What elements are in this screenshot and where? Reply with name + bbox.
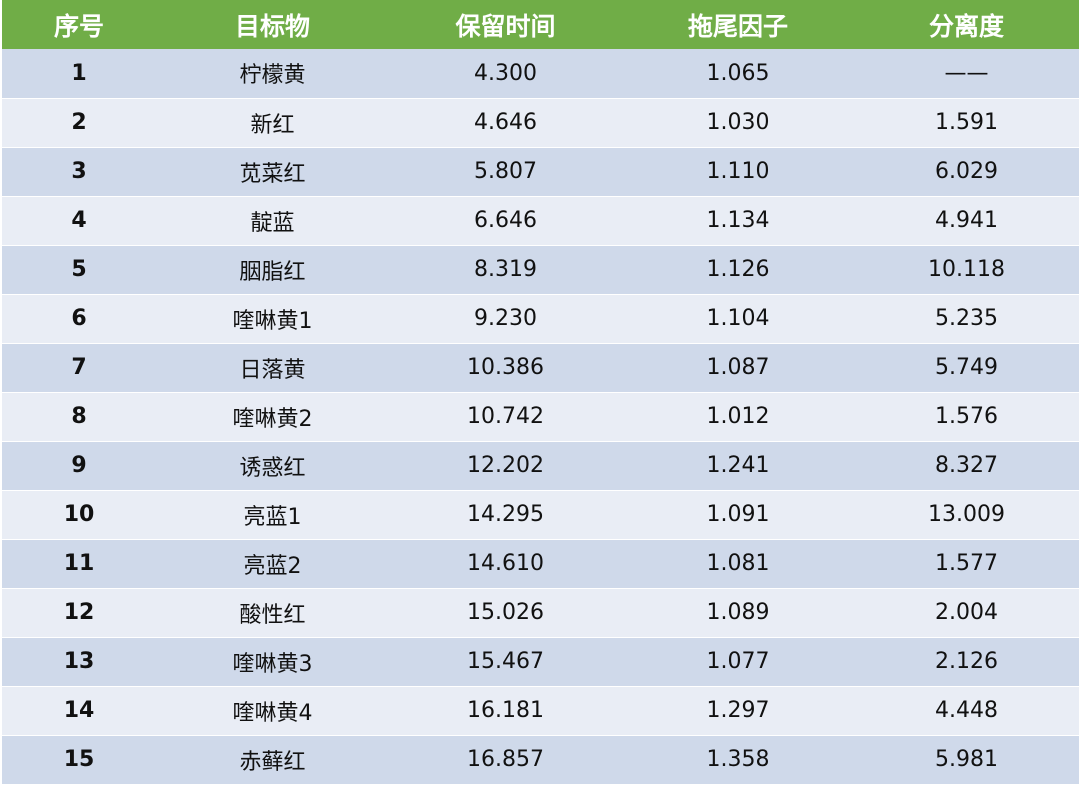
- table-row: 12 酸性红 15.026 1.089 2.004: [2, 588, 1079, 638]
- target-cell: 喹啉黄1: [156, 294, 389, 344]
- tailing-factor-cell: 1.358: [622, 735, 854, 785]
- header-index: 序号: [2, 0, 156, 49]
- row-index-cell: 4: [2, 196, 156, 246]
- table-row: 10 亮蓝1 14.295 1.091 13.009: [2, 490, 1079, 540]
- row-index-cell: 13: [2, 637, 156, 687]
- tailing-factor-cell: 1.126: [622, 245, 854, 295]
- table-body: 1 柠檬黄 4.300 1.065 —— 2 新红 4.646 1.030 1.591 3 苋菜红 5.…: [2, 49, 1079, 785]
- target-cell: 靛蓝: [156, 196, 389, 246]
- resolution-cell: 4.941: [854, 196, 1079, 246]
- row-index-cell: 12: [2, 588, 156, 638]
- retention-time-cell: 15.467: [389, 637, 622, 687]
- row-index-cell: 2: [2, 98, 156, 148]
- retention-time-cell: 10.386: [389, 343, 622, 393]
- retention-time-cell: 9.230: [389, 294, 622, 344]
- target-cell: 新红: [156, 98, 389, 148]
- tailing-factor-cell: 1.012: [622, 392, 854, 442]
- tailing-factor-cell: 1.065: [622, 49, 854, 99]
- retention-time-cell: 6.646: [389, 196, 622, 246]
- tailing-factor-cell: 1.087: [622, 343, 854, 393]
- table-row: 11 亮蓝2 14.610 1.081 1.577: [2, 539, 1079, 589]
- row-index-cell: 8: [2, 392, 156, 442]
- retention-time-cell: 8.319: [389, 245, 622, 295]
- tailing-factor-cell: 1.241: [622, 441, 854, 491]
- retention-time-cell: 5.807: [389, 147, 622, 197]
- table-row: 5 胭脂红 8.319 1.126 10.118: [2, 245, 1079, 295]
- row-index-cell: 15: [2, 735, 156, 785]
- target-cell: 酸性红: [156, 588, 389, 638]
- target-cell: 柠檬黄: [156, 49, 389, 99]
- tailing-factor-cell: 1.297: [622, 686, 854, 736]
- resolution-cell: 5.235: [854, 294, 1079, 344]
- table-row: 1 柠檬黄 4.300 1.065 ——: [2, 49, 1079, 99]
- retention-time-cell: 10.742: [389, 392, 622, 442]
- table-row: 9 诱惑红 12.202 1.241 8.327: [2, 441, 1079, 491]
- tailing-factor-cell: 1.134: [622, 196, 854, 246]
- row-index-cell: 14: [2, 686, 156, 736]
- retention-time-cell: 16.181: [389, 686, 622, 736]
- target-cell: 喹啉黄2: [156, 392, 389, 442]
- target-cell: 喹啉黄3: [156, 637, 389, 687]
- resolution-cell: 1.577: [854, 539, 1079, 589]
- target-cell: 日落黄: [156, 343, 389, 393]
- row-index-cell: 1: [2, 49, 156, 99]
- table-header-row: 序号 目标物 保留时间 拖尾因子 分离度: [2, 0, 1079, 49]
- retention-time-cell: 14.610: [389, 539, 622, 589]
- tailing-factor-cell: 1.081: [622, 539, 854, 589]
- resolution-cell: 10.118: [854, 245, 1079, 295]
- target-cell: 诱惑红: [156, 441, 389, 491]
- retention-time-cell: 16.857: [389, 735, 622, 785]
- retention-time-cell: 12.202: [389, 441, 622, 491]
- resolution-cell: 1.576: [854, 392, 1079, 442]
- header-resolution: 分离度: [854, 0, 1079, 49]
- tailing-factor-cell: 1.030: [622, 98, 854, 148]
- retention-time-cell: 14.295: [389, 490, 622, 540]
- resolution-cell: 4.448: [854, 686, 1079, 736]
- table-row: 6 喹啉黄1 9.230 1.104 5.235: [2, 294, 1079, 344]
- resolution-cell: 6.029: [854, 147, 1079, 197]
- resolution-cell: 5.981: [854, 735, 1079, 785]
- resolution-cell: 1.591: [854, 98, 1079, 148]
- table-row: 13 喹啉黄3 15.467 1.077 2.126: [2, 637, 1079, 687]
- tailing-factor-cell: 1.104: [622, 294, 854, 344]
- table-row: 15 赤藓红 16.857 1.358 5.981: [2, 735, 1079, 785]
- header-target: 目标物: [156, 0, 389, 49]
- resolution-cell: 8.327: [854, 441, 1079, 491]
- target-cell: 亮蓝2: [156, 539, 389, 589]
- tailing-factor-cell: 1.089: [622, 588, 854, 638]
- row-index-cell: 3: [2, 147, 156, 197]
- resolution-cell: 5.749: [854, 343, 1079, 393]
- target-cell: 喹啉黄4: [156, 686, 389, 736]
- table-row: 4 靛蓝 6.646 1.134 4.941: [2, 196, 1079, 246]
- row-index-cell: 11: [2, 539, 156, 589]
- row-index-cell: 9: [2, 441, 156, 491]
- resolution-cell: ——: [854, 49, 1079, 99]
- target-cell: 胭脂红: [156, 245, 389, 295]
- tailing-factor-cell: 1.077: [622, 637, 854, 687]
- retention-time-cell: 4.300: [389, 49, 622, 99]
- row-index-cell: 6: [2, 294, 156, 344]
- table-row: 7 日落黄 10.386 1.087 5.749: [2, 343, 1079, 393]
- row-index-cell: 7: [2, 343, 156, 393]
- table-row: 8 喹啉黄2 10.742 1.012 1.576: [2, 392, 1079, 442]
- table-row: 3 苋菜红 5.807 1.110 6.029: [2, 147, 1079, 197]
- target-cell: 赤藓红: [156, 735, 389, 785]
- table-row: 2 新红 4.646 1.030 1.591: [2, 98, 1079, 148]
- tailing-factor-cell: 1.091: [622, 490, 854, 540]
- header-retention-time: 保留时间: [389, 0, 622, 49]
- row-index-cell: 5: [2, 245, 156, 295]
- resolution-cell: 13.009: [854, 490, 1079, 540]
- resolution-cell: 2.004: [854, 588, 1079, 638]
- header-tailing-factor: 拖尾因子: [622, 0, 854, 49]
- resolution-cell: 2.126: [854, 637, 1079, 687]
- target-cell: 亮蓝1: [156, 490, 389, 540]
- retention-time-cell: 15.026: [389, 588, 622, 638]
- row-index-cell: 10: [2, 490, 156, 540]
- retention-time-cell: 4.646: [389, 98, 622, 148]
- target-cell: 苋菜红: [156, 147, 389, 197]
- table-row: 14 喹啉黄4 16.181 1.297 4.448: [2, 686, 1079, 736]
- tailing-factor-cell: 1.110: [622, 147, 854, 197]
